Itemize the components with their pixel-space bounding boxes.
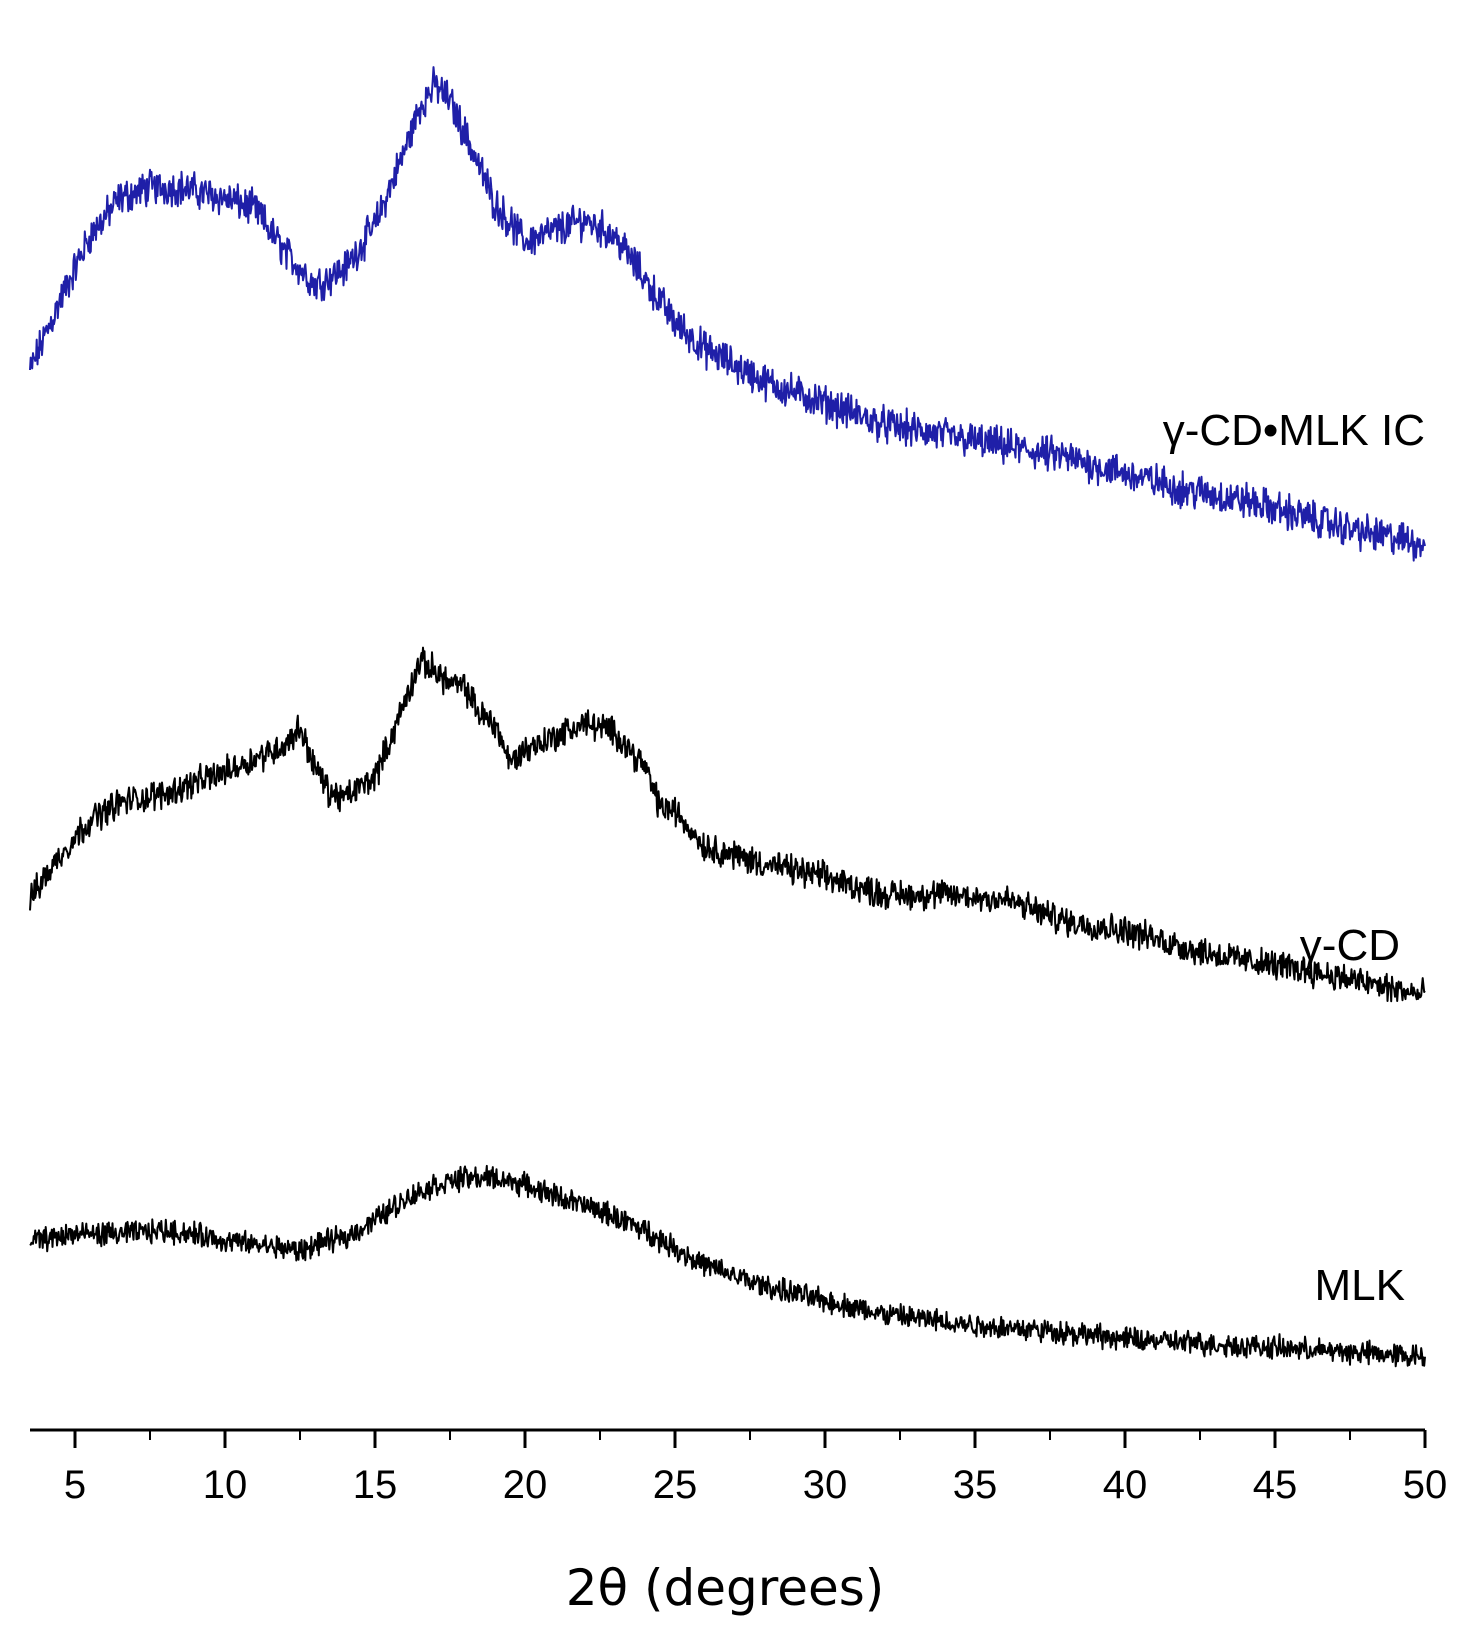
trace-layer: [29, 66, 1426, 1368]
series-line-0: [29, 66, 1426, 562]
x-tick-label: 10: [203, 1463, 248, 1507]
series-label-0: γ-CD•MLK IC: [1163, 406, 1425, 455]
series-line-1: [29, 646, 1426, 1003]
x-tick-label: 40: [1103, 1463, 1148, 1507]
x-tick-label: 30: [803, 1463, 848, 1507]
x-axis-title: 2θ (degrees): [566, 1559, 885, 1617]
x-tick-label: 50: [1403, 1463, 1448, 1507]
x-tick-label: 15: [353, 1463, 398, 1507]
series-line-2: [29, 1164, 1426, 1368]
series-label-layer: γ-CD•MLK IC γ-CD MLK: [1163, 406, 1425, 1310]
x-tick-label: 25: [653, 1463, 698, 1507]
x-tick-label: 20: [503, 1463, 548, 1507]
series-label-1: γ-CD: [1300, 921, 1400, 970]
x-tick-label: 5: [64, 1463, 86, 1507]
x-axis: 5 10 15 20 25 30 35 40 45 50: [30, 1428, 1448, 1507]
series-label-2: MLK: [1315, 1261, 1405, 1310]
x-tick-label: 45: [1253, 1463, 1298, 1507]
x-tick-label: 35: [953, 1463, 998, 1507]
